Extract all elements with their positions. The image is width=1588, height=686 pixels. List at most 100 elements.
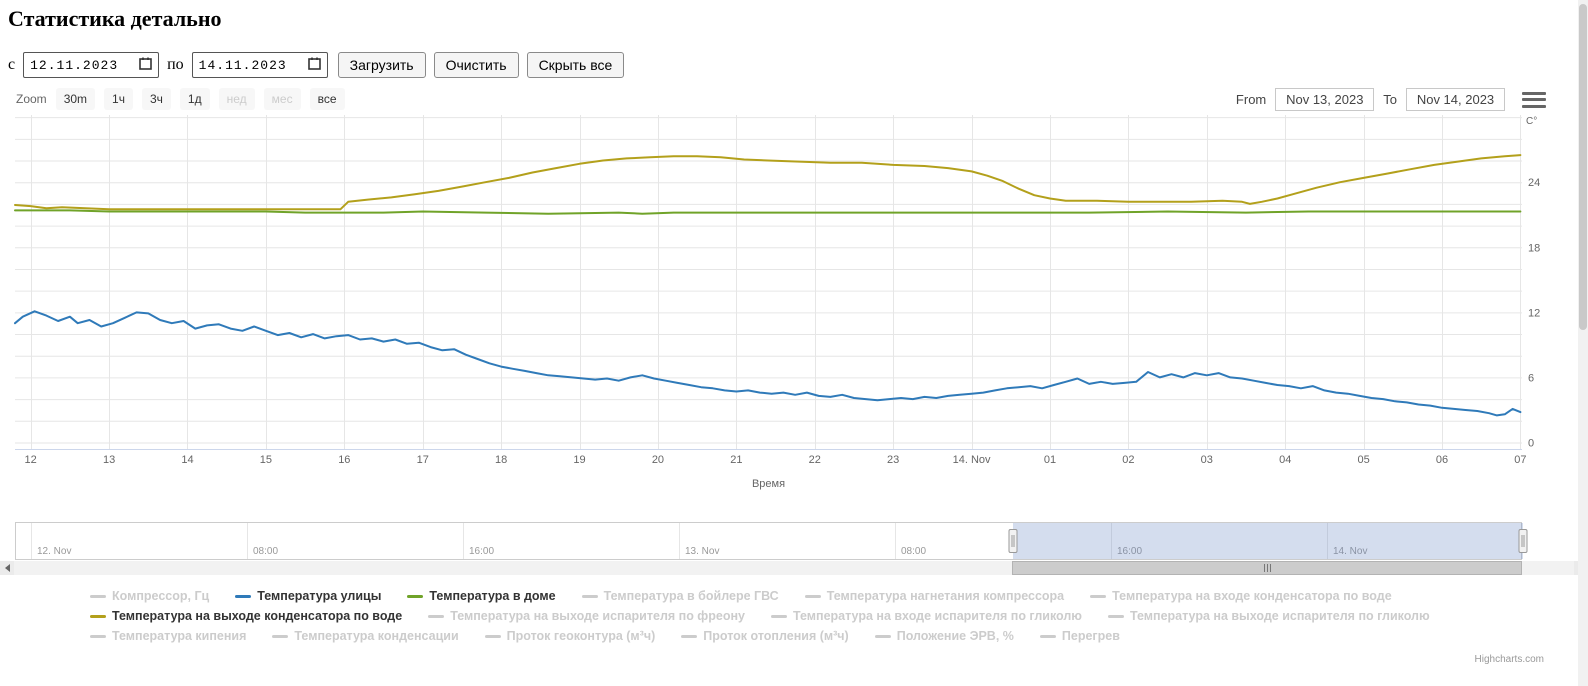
zoom-button-30m[interactable]: 30m — [55, 88, 96, 110]
zoom-button-все[interactable]: все — [309, 88, 345, 110]
legend-line-icon — [235, 594, 252, 598]
scrollbar-left-arrow-icon[interactable] — [0, 561, 14, 575]
legend-item-6[interactable]: Температура на выходе конденсатора по во… — [90, 608, 402, 624]
series-line[interactable] — [14, 154, 1522, 211]
legend-item-label: Температура на входе испарителя по глико… — [792, 609, 1082, 623]
svg-text:18: 18 — [495, 454, 507, 466]
action-button-0[interactable]: Загрузить — [337, 52, 426, 78]
legend-item-2[interactable]: Температура в доме — [407, 588, 556, 604]
svg-text:С°: С° — [1526, 116, 1537, 127]
action-buttons: Загрузить Очистить Скрыть все — [337, 52, 625, 78]
navigator-tick-label: 14. Nov — [1333, 546, 1368, 557]
legend-item-label: Положение ЭРВ, % — [896, 629, 1014, 643]
legend-line-icon — [90, 614, 106, 618]
chart-menu-icon[interactable] — [1522, 91, 1546, 108]
legend-line-icon — [1107, 614, 1124, 618]
range-to-value: Nov 14, 2023 — [1416, 92, 1495, 107]
range-selector-inputs: From Nov 13, 2023 To Nov 14, 2023 — [1236, 88, 1546, 111]
legend-item-15[interactable]: Перегрев — [1039, 628, 1120, 644]
legend-item-label: Температура конденсации — [294, 629, 459, 643]
svg-text:14: 14 — [181, 454, 193, 466]
legend-line-icon — [272, 634, 289, 638]
date-from-value: 12.11.2023 — [30, 57, 119, 73]
legend-line-icon — [581, 594, 598, 598]
navigator-tick-label: 12. Nov — [37, 546, 72, 557]
series-line[interactable] — [14, 209, 1522, 215]
navigator-gridline — [247, 523, 248, 559]
legend-item-0[interactable]: Компрессор, Гц — [90, 588, 209, 604]
date-from-label: с — [8, 56, 16, 73]
legend-item-label: Компрессор, Гц — [112, 589, 210, 603]
svg-text:0: 0 — [1528, 437, 1534, 449]
svg-text:05: 05 — [1357, 454, 1369, 466]
svg-text:23: 23 — [887, 454, 899, 466]
svg-text:04: 04 — [1279, 454, 1291, 466]
svg-text:13: 13 — [103, 454, 115, 466]
legend-line-icon — [804, 594, 821, 598]
legend-item-9[interactable]: Температура на выходе испарителя по глик… — [1107, 608, 1430, 624]
navigator[interactable]: 12. Nov 08:00 16:00 13. Nov 08:00 16:00 14. No… — [15, 522, 1528, 560]
svg-text:14. Nov: 14. Nov — [953, 454, 991, 466]
legend-item-11[interactable]: Температура конденсации — [272, 628, 459, 644]
svg-text:12: 12 — [25, 454, 37, 466]
svg-text:03: 03 — [1201, 454, 1213, 466]
date-controls: с 12.11.2023 по 14.11.2023 Загрузить Очис… — [8, 52, 625, 78]
svg-text:17: 17 — [417, 454, 429, 466]
svg-text:Время: Время — [752, 478, 785, 490]
navigator-right-handle[interactable] — [1518, 529, 1528, 553]
range-to-input[interactable]: Nov 14, 2023 — [1406, 88, 1505, 111]
legend-item-10[interactable]: Температура кипения — [90, 628, 246, 644]
legend-line-icon — [1039, 634, 1056, 638]
scrollbar-thumb[interactable] — [1012, 561, 1522, 575]
legend-line-icon — [874, 634, 891, 638]
svg-text:19: 19 — [573, 454, 585, 466]
zoom-button-нед: нед — [218, 88, 255, 110]
navigator-selection-mask[interactable] — [1013, 523, 1523, 559]
legend-item-5[interactable]: Температура на входе конденсатора по вод… — [1090, 588, 1392, 604]
date-to-input[interactable]: 14.11.2023 — [191, 52, 328, 78]
highcharts-credit[interactable]: Highcharts.com — [1474, 654, 1544, 665]
range-from-label: From — [1235, 92, 1267, 107]
legend-item-13[interactable]: Проток отопления (м³ч) — [681, 628, 849, 644]
svg-text:16: 16 — [338, 454, 350, 466]
legend-line-icon — [90, 594, 106, 598]
navigator-gridline — [1327, 523, 1328, 559]
date-to-label: по — [167, 56, 184, 73]
browser-scrollbar-thumb[interactable] — [1579, 4, 1587, 330]
legend-line-icon — [770, 614, 787, 618]
legend-item-4[interactable]: Температура нагнетания компрессора — [804, 588, 1064, 604]
legend-line-icon — [681, 634, 698, 638]
zoom-button-3ч[interactable]: 3ч — [141, 88, 171, 110]
zoom-button-1д[interactable]: 1д — [179, 88, 210, 110]
legend-item-3[interactable]: Температура в бойлере ГВС — [581, 588, 779, 604]
range-from-input[interactable]: Nov 13, 2023 — [1275, 88, 1375, 111]
series-line[interactable] — [14, 310, 1522, 417]
calendar-icon[interactable] — [307, 57, 321, 74]
legend-item-8[interactable]: Температура на входе испарителя по глико… — [770, 608, 1082, 624]
legend-line-icon — [484, 634, 501, 638]
zoom-buttons: 30m 1ч 3ч 1д нед мес все — [55, 88, 345, 110]
zoom-button-1ч[interactable]: 1ч — [104, 88, 133, 110]
legend-item-12[interactable]: Проток геоконтура (м³ч) — [484, 628, 655, 644]
svg-text:20: 20 — [652, 454, 664, 466]
legend-item-label: Температура кипения — [112, 629, 247, 643]
calendar-icon[interactable] — [139, 57, 152, 74]
svg-text:6: 6 — [1528, 372, 1534, 384]
svg-text:22: 22 — [809, 454, 821, 466]
svg-text:12: 12 — [1528, 307, 1540, 319]
legend-item-1[interactable]: Температура улицы — [235, 588, 381, 604]
legend-item-7[interactable]: Температура на выходе испарителя по фрео… — [428, 608, 745, 624]
navigator-gridline — [463, 523, 464, 559]
action-button-1[interactable]: Очистить — [433, 52, 519, 78]
navigator-tick-label: 13. Nov — [685, 546, 720, 557]
legend-item-label: Перегрев — [1061, 629, 1120, 643]
navigator-left-handle[interactable] — [1008, 529, 1018, 553]
date-from-input[interactable]: 12.11.2023 — [23, 52, 160, 78]
action-button-2[interactable]: Скрыть все — [526, 52, 625, 78]
browser-scrollbar[interactable] — [1578, 0, 1588, 686]
legend-item-label: Температура на входе конденсатора по вод… — [1112, 589, 1392, 603]
legend-line-icon — [90, 634, 106, 638]
legend-item-14[interactable]: Положение ЭРВ, % — [874, 628, 1014, 644]
